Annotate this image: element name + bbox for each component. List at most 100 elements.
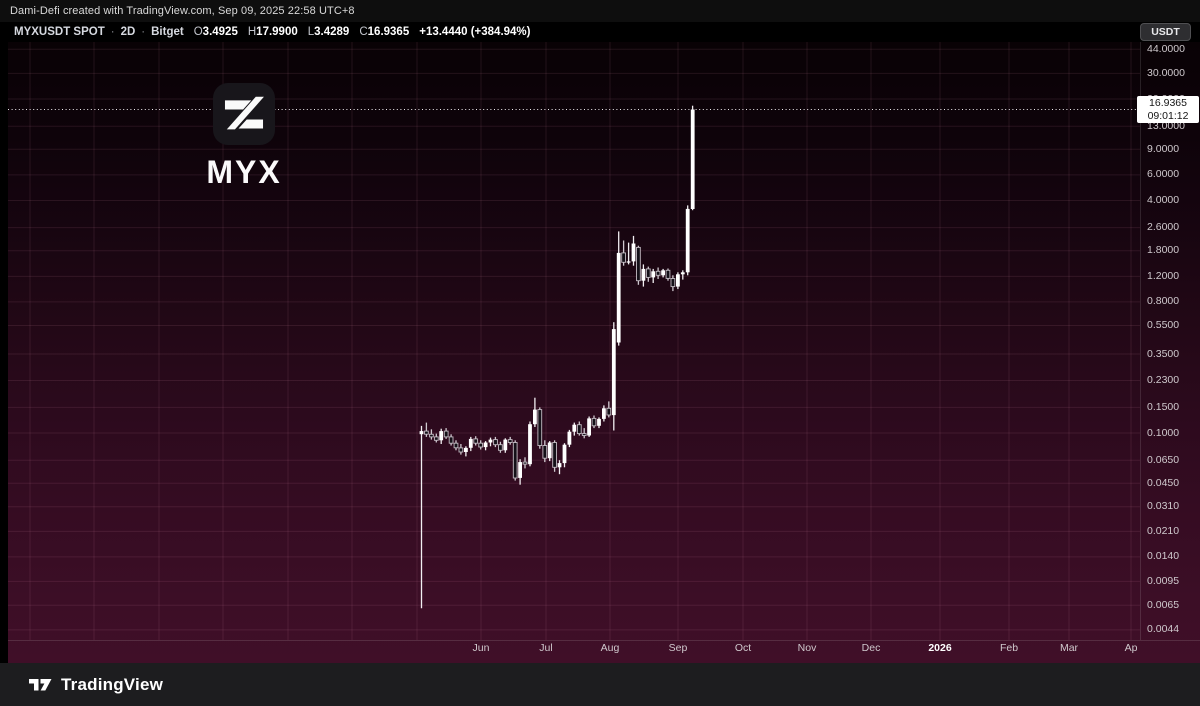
time-axis-label: Jun [472, 642, 490, 654]
attribution-text: Dami-Defi created with TradingView.com, … [10, 5, 355, 17]
change-value: +13.4440 (+384.94%) [419, 26, 531, 38]
time-axis-label: 2026 [928, 642, 952, 654]
open-label: O [193, 26, 203, 38]
candle-body [562, 444, 567, 464]
exchange-label: Bitget [151, 26, 184, 38]
price-axis-label: 0.8000 [1147, 295, 1180, 308]
time-axis-label: Mar [1059, 642, 1079, 654]
candle-body [661, 270, 665, 276]
candle-body [680, 272, 685, 275]
candle-body [419, 431, 424, 435]
candle-body [537, 409, 543, 446]
header-separator: · [110, 26, 115, 38]
bar-countdown: 09:01:12 [1147, 109, 1189, 122]
candle-body [493, 439, 498, 446]
currency-toggle-button[interactable]: USDT [1140, 23, 1191, 41]
attribution-bar: Dami-Defi created with TradingView.com, … [0, 0, 1200, 22]
candle-body [685, 208, 690, 273]
candle-body [488, 439, 493, 443]
price-axis-label: 2.6000 [1147, 221, 1180, 234]
time-axis-label: Nov [797, 642, 817, 654]
current-price-badge[interactable]: 16.9365 09:01:12 [1137, 96, 1199, 123]
price-axis-label: 9.0000 [1147, 142, 1180, 155]
open-value: 3.4925 [202, 26, 238, 38]
header-separator: · [141, 26, 146, 38]
interval-label[interactable]: 2D [120, 26, 136, 38]
candle-body [433, 436, 439, 441]
candle-body [458, 447, 464, 453]
price-axis-label: 0.0140 [1147, 550, 1180, 563]
candle-body [606, 407, 612, 416]
candle-body [468, 438, 473, 448]
candle-body [424, 430, 429, 435]
price-axis-label: 1.8000 [1147, 244, 1180, 257]
candle-body [478, 442, 484, 448]
candle-body [507, 439, 513, 443]
current-price-value: 16.9365 [1149, 96, 1187, 109]
price-axis-label: 0.2300 [1147, 374, 1180, 386]
candle-body [542, 445, 548, 459]
candle-body [636, 246, 641, 282]
candle-body [547, 442, 552, 459]
price-axis-label: 0.3500 [1147, 347, 1180, 360]
time-axis-label: Feb [999, 642, 1019, 654]
time-axis-label: Dec [861, 642, 881, 654]
price-axis-label: 30.0000 [1147, 66, 1185, 79]
low-label: L [307, 26, 315, 38]
price-axis-label: 0.1500 [1147, 400, 1180, 413]
candle-body [626, 261, 631, 263]
price-axis-label: 44.0000 [1147, 42, 1185, 55]
symbol-header: MYXUSDT SPOT · 2D · Bitget O 3.4925 H 17… [0, 22, 1200, 42]
price-axis-separator [1140, 42, 1141, 640]
price-axis-label: 0.0210 [1147, 524, 1180, 537]
watermark-title: MYX [206, 154, 282, 190]
candle-body [533, 409, 537, 425]
price-axis-label: 0.0044 [1147, 623, 1180, 636]
time-axis-label: Jul [539, 642, 553, 654]
tradingview-logo-icon[interactable] [28, 675, 53, 694]
candle-body [621, 252, 626, 263]
time-axis-label: Oct [734, 642, 752, 654]
price-axis-label: 6.0000 [1147, 168, 1180, 181]
candle-body [611, 329, 616, 416]
high-value: 17.9900 [256, 26, 298, 38]
candle-body [483, 442, 488, 448]
symbol-title[interactable]: MYXUSDT SPOT [14, 26, 105, 38]
candle-body [512, 442, 518, 479]
candle-body [567, 431, 572, 445]
candle-body [591, 417, 597, 427]
myx-logo-icon [224, 96, 264, 130]
price-axis-label: 0.1000 [1147, 426, 1180, 439]
candle-body [473, 438, 479, 444]
candle-body [557, 463, 562, 468]
candle-body [670, 278, 676, 288]
price-axis-label: 0.0450 [1147, 476, 1180, 489]
low-value: 3.4289 [314, 26, 350, 38]
price-axis-label: 1.2000 [1147, 269, 1180, 282]
chart-area[interactable]: MYX 44.000030.000020.000013.00009.00006.… [8, 42, 1200, 663]
time-axis-label: Sep [668, 642, 688, 654]
time-axis-label: Ap [1124, 642, 1138, 654]
candle-body [631, 243, 636, 262]
candle-body [464, 447, 468, 452]
price-axis-label: 0.0095 [1147, 574, 1180, 587]
candle-body [616, 252, 621, 343]
candle-body [581, 433, 587, 436]
tradingview-wordmark[interactable]: TradingView [61, 674, 164, 694]
candle-body [518, 462, 522, 478]
footer-bar: TradingView [0, 663, 1200, 706]
candle-body [655, 270, 661, 276]
candle-body [443, 430, 449, 438]
close-value: 16.9365 [367, 26, 410, 38]
time-axis-label: Aug [600, 642, 620, 654]
candle-body [676, 274, 680, 287]
candle-body [602, 408, 606, 419]
candle-body [439, 431, 444, 441]
price-axis-label: 0.0650 [1147, 453, 1180, 466]
candle-body [528, 424, 532, 465]
candle-body [522, 461, 528, 465]
candlestick-plot[interactable] [8, 42, 1140, 640]
candle-body [576, 424, 582, 435]
candle-body [665, 269, 671, 279]
